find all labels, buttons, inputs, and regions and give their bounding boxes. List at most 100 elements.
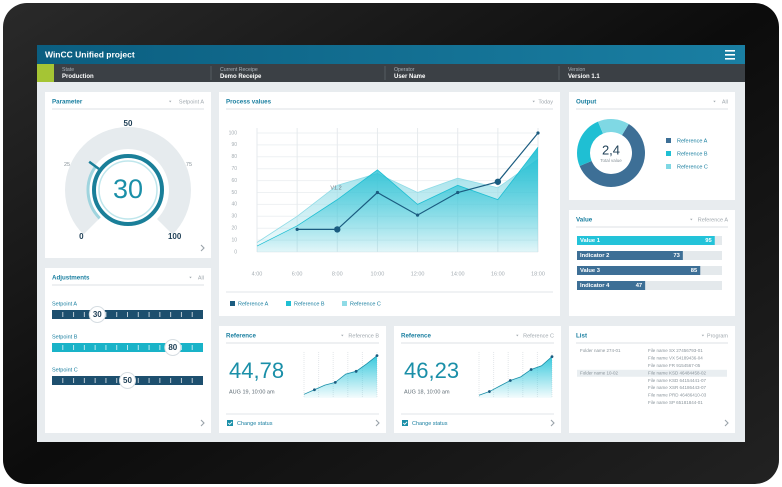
point [295, 227, 299, 231]
chevron[interactable] [200, 419, 205, 427]
y-tick-label: 0 [234, 249, 237, 255]
chevron[interactable] [200, 244, 205, 252]
donut-segment [597, 119, 629, 136]
bar-value: 73 [673, 253, 680, 259]
panel-title: List [576, 333, 587, 340]
legend-swatch [666, 138, 671, 143]
filter-arrow[interactable] [690, 218, 693, 221]
bar-track [577, 281, 722, 290]
bar-value: 47 [636, 283, 642, 289]
spark-area [304, 355, 377, 398]
spark-line [478, 356, 553, 396]
filter-arrow[interactable] [189, 276, 192, 279]
legend-label: Reference B [677, 151, 708, 157]
bar [577, 266, 701, 275]
legend-swatch [286, 301, 291, 306]
status-label: Version [568, 67, 585, 73]
panel-filter: Today [538, 99, 553, 105]
chevron[interactable] [375, 419, 380, 427]
reference-date: AUG 18, 10:00 am [404, 389, 450, 395]
legend-label: Reference C [677, 164, 708, 170]
chevron[interactable] [724, 419, 729, 427]
gauge-value: 30 [113, 174, 143, 204]
list-row-highlight[interactable] [577, 369, 727, 377]
spark-point [508, 379, 512, 382]
gauge-inner [98, 160, 158, 220]
chevron[interactable] [550, 419, 555, 427]
list-folder: Folder name 10-02 [580, 370, 619, 375]
x-tick-label: 6:00 [292, 271, 303, 277]
panel-title: Process values [226, 99, 272, 106]
y-tick-label: 40 [231, 202, 237, 208]
point [375, 190, 380, 195]
y-tick-label: 70 [231, 166, 237, 172]
chart-annotation: V1.2 [330, 185, 341, 191]
x-tick-label: 10:00 [371, 271, 385, 277]
status-label: Current Receipe [220, 67, 258, 73]
checkbox-tick [227, 421, 233, 426]
legend-label: Reference C [350, 301, 381, 307]
list-file: File name PRD 46486410-03 [648, 393, 707, 398]
checkbox[interactable] [402, 420, 408, 426]
reference-value: 44,78 [229, 358, 284, 383]
bar-label: Value 3 [580, 268, 601, 274]
header-title: WinCC Unified project [45, 49, 135, 59]
panel-filter: All [198, 275, 204, 281]
x-tick-label: 4:00 [252, 271, 263, 277]
slider-handle[interactable] [164, 339, 182, 356]
point [415, 213, 420, 217]
menu-icon[interactable] [725, 50, 735, 60]
legend-swatch [342, 301, 347, 306]
panel-title: Reference [401, 333, 431, 340]
legend-swatch [666, 151, 671, 156]
slider-value: 30 [93, 310, 102, 319]
list-folder: Folder name 274-01 [580, 348, 621, 353]
filter-arrow[interactable] [532, 100, 535, 103]
filter-arrow[interactable] [169, 100, 172, 103]
spark-point [313, 388, 316, 392]
donut-total: 2,4 [602, 142, 620, 157]
gauge-tick-label: 0 [79, 232, 84, 241]
panel-filter: Setpoint A [179, 99, 204, 105]
donut-total-label: Total value [600, 158, 622, 163]
slider-handle[interactable] [119, 372, 136, 389]
y-tick-label: 100 [229, 130, 238, 136]
bar [577, 251, 683, 260]
filter-arrow[interactable] [341, 334, 344, 337]
x-tick-label: 12:00 [411, 271, 425, 277]
panel [569, 326, 735, 433]
point [494, 178, 502, 185]
legend-swatch [666, 164, 671, 169]
filter-arrow[interactable] [713, 100, 716, 103]
panel-title: Reference [226, 333, 256, 340]
list-file: File name KSD 46484458-02 [648, 370, 707, 375]
spark-point [375, 354, 379, 358]
filter-arrow[interactable] [701, 334, 705, 337]
spark-point [529, 368, 533, 371]
bar-label: Value 1 [580, 238, 601, 244]
bar-value: 95 [705, 238, 712, 244]
status-value: User Name [394, 74, 426, 80]
spark-point [488, 390, 491, 393]
slider-value: 50 [123, 376, 132, 385]
status-label: Operator [394, 67, 415, 73]
bar-label: Indicator 4 [580, 283, 610, 289]
list-file: File name KSD 64154441-07 [648, 378, 707, 383]
gauge-tick-label: 25 [64, 162, 70, 168]
filter-arrow[interactable] [516, 334, 519, 337]
status-indicator [37, 64, 54, 82]
x-tick-label: 8:00 [332, 271, 343, 277]
x-tick-label: 14:00 [451, 271, 465, 277]
list-file: File name FR 9154567-05 [648, 363, 701, 368]
point [334, 226, 341, 233]
bar [577, 236, 715, 245]
slider-handle[interactable] [88, 306, 106, 323]
slider-value: 80 [168, 343, 177, 352]
panel-filter: Reference B [348, 333, 379, 339]
gauge-value-arc [86, 165, 101, 220]
slider-label: Setpoint C [52, 367, 78, 373]
checkbox[interactable] [227, 420, 233, 426]
gauge-tick-label: 50 [124, 119, 133, 128]
y-tick-label: 60 [231, 178, 237, 184]
y-tick-label: 90 [231, 142, 237, 148]
